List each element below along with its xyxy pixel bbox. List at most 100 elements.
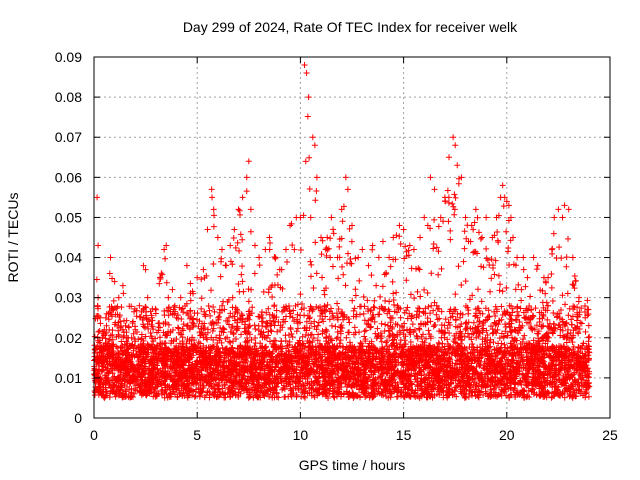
data-point bbox=[156, 324, 163, 331]
data-point bbox=[243, 379, 250, 386]
data-point bbox=[457, 314, 464, 321]
data-point bbox=[436, 315, 443, 322]
data-point bbox=[379, 238, 386, 245]
data-point bbox=[549, 297, 556, 304]
data-point bbox=[428, 270, 435, 277]
data-point bbox=[200, 266, 207, 273]
data-point bbox=[115, 327, 122, 334]
data-point bbox=[235, 281, 242, 288]
data-point bbox=[215, 371, 222, 378]
data-point bbox=[373, 282, 380, 289]
data-point bbox=[95, 328, 102, 335]
data-point bbox=[362, 327, 369, 334]
data-point bbox=[474, 286, 481, 293]
data-point bbox=[495, 212, 502, 219]
data-point bbox=[310, 335, 317, 342]
data-point bbox=[198, 276, 205, 283]
data-point bbox=[183, 262, 190, 269]
data-point bbox=[582, 328, 589, 335]
data-point bbox=[273, 307, 280, 314]
data-point bbox=[503, 284, 510, 291]
data-point bbox=[421, 214, 428, 221]
data-point bbox=[95, 242, 102, 249]
data-point bbox=[569, 281, 576, 288]
data-point bbox=[452, 291, 459, 298]
data-point bbox=[306, 154, 313, 161]
data-point bbox=[421, 371, 428, 378]
data-point bbox=[303, 70, 310, 77]
data-point bbox=[307, 273, 314, 280]
data-point bbox=[243, 188, 250, 195]
data-point bbox=[327, 254, 334, 261]
data-point bbox=[142, 266, 149, 273]
data-point bbox=[455, 263, 462, 270]
data-point bbox=[263, 319, 270, 326]
data-point bbox=[238, 331, 245, 338]
data-point bbox=[204, 226, 211, 233]
data-point bbox=[524, 274, 531, 281]
data-point bbox=[496, 287, 503, 294]
data-point bbox=[273, 314, 280, 321]
data-point bbox=[446, 154, 453, 161]
data-point bbox=[231, 226, 238, 233]
data-point bbox=[444, 336, 451, 343]
data-point bbox=[225, 314, 232, 321]
data-point bbox=[377, 293, 384, 300]
data-point bbox=[201, 325, 208, 332]
data-point bbox=[563, 254, 570, 261]
data-point bbox=[191, 393, 198, 400]
data-point bbox=[533, 266, 540, 273]
data-point bbox=[94, 194, 101, 201]
data-point bbox=[454, 162, 461, 169]
data-point bbox=[251, 322, 258, 329]
data-point bbox=[578, 320, 585, 327]
data-point bbox=[530, 313, 537, 320]
data-point bbox=[451, 191, 458, 198]
data-point bbox=[115, 294, 122, 301]
data-point bbox=[444, 187, 451, 194]
data-point bbox=[520, 254, 527, 261]
data-point bbox=[282, 332, 289, 339]
data-point bbox=[408, 265, 415, 272]
data-point bbox=[564, 290, 571, 297]
data-point bbox=[343, 260, 350, 267]
data-point bbox=[336, 254, 343, 261]
scatter-points bbox=[91, 62, 593, 401]
data-point bbox=[575, 298, 582, 305]
data-point bbox=[571, 273, 578, 280]
data-point bbox=[498, 330, 505, 337]
data-point bbox=[543, 299, 550, 306]
data-point bbox=[361, 328, 368, 335]
data-point bbox=[198, 295, 205, 302]
data-point bbox=[452, 316, 459, 323]
data-point bbox=[425, 303, 432, 310]
data-point bbox=[175, 315, 182, 322]
data-point bbox=[183, 323, 190, 330]
data-point bbox=[112, 393, 119, 400]
data-point bbox=[315, 331, 322, 338]
data-point bbox=[283, 313, 290, 320]
data-point bbox=[286, 348, 293, 355]
data-point bbox=[474, 214, 481, 221]
data-point bbox=[449, 200, 456, 207]
data-point bbox=[355, 254, 362, 261]
data-point bbox=[214, 234, 221, 241]
data-point bbox=[239, 194, 246, 201]
data-point bbox=[493, 330, 500, 337]
data-point bbox=[492, 257, 499, 264]
data-point bbox=[432, 322, 439, 329]
data-point bbox=[286, 338, 293, 345]
data-point bbox=[339, 263, 346, 270]
data-point bbox=[289, 242, 296, 249]
data-point bbox=[501, 194, 508, 201]
data-point bbox=[229, 261, 236, 268]
data-point bbox=[438, 308, 445, 315]
data-point bbox=[386, 254, 393, 261]
data-point bbox=[491, 308, 498, 315]
data-point bbox=[527, 293, 534, 300]
data-point bbox=[140, 262, 147, 269]
data-point bbox=[437, 214, 444, 221]
data-point bbox=[415, 304, 422, 311]
data-point bbox=[356, 303, 363, 310]
